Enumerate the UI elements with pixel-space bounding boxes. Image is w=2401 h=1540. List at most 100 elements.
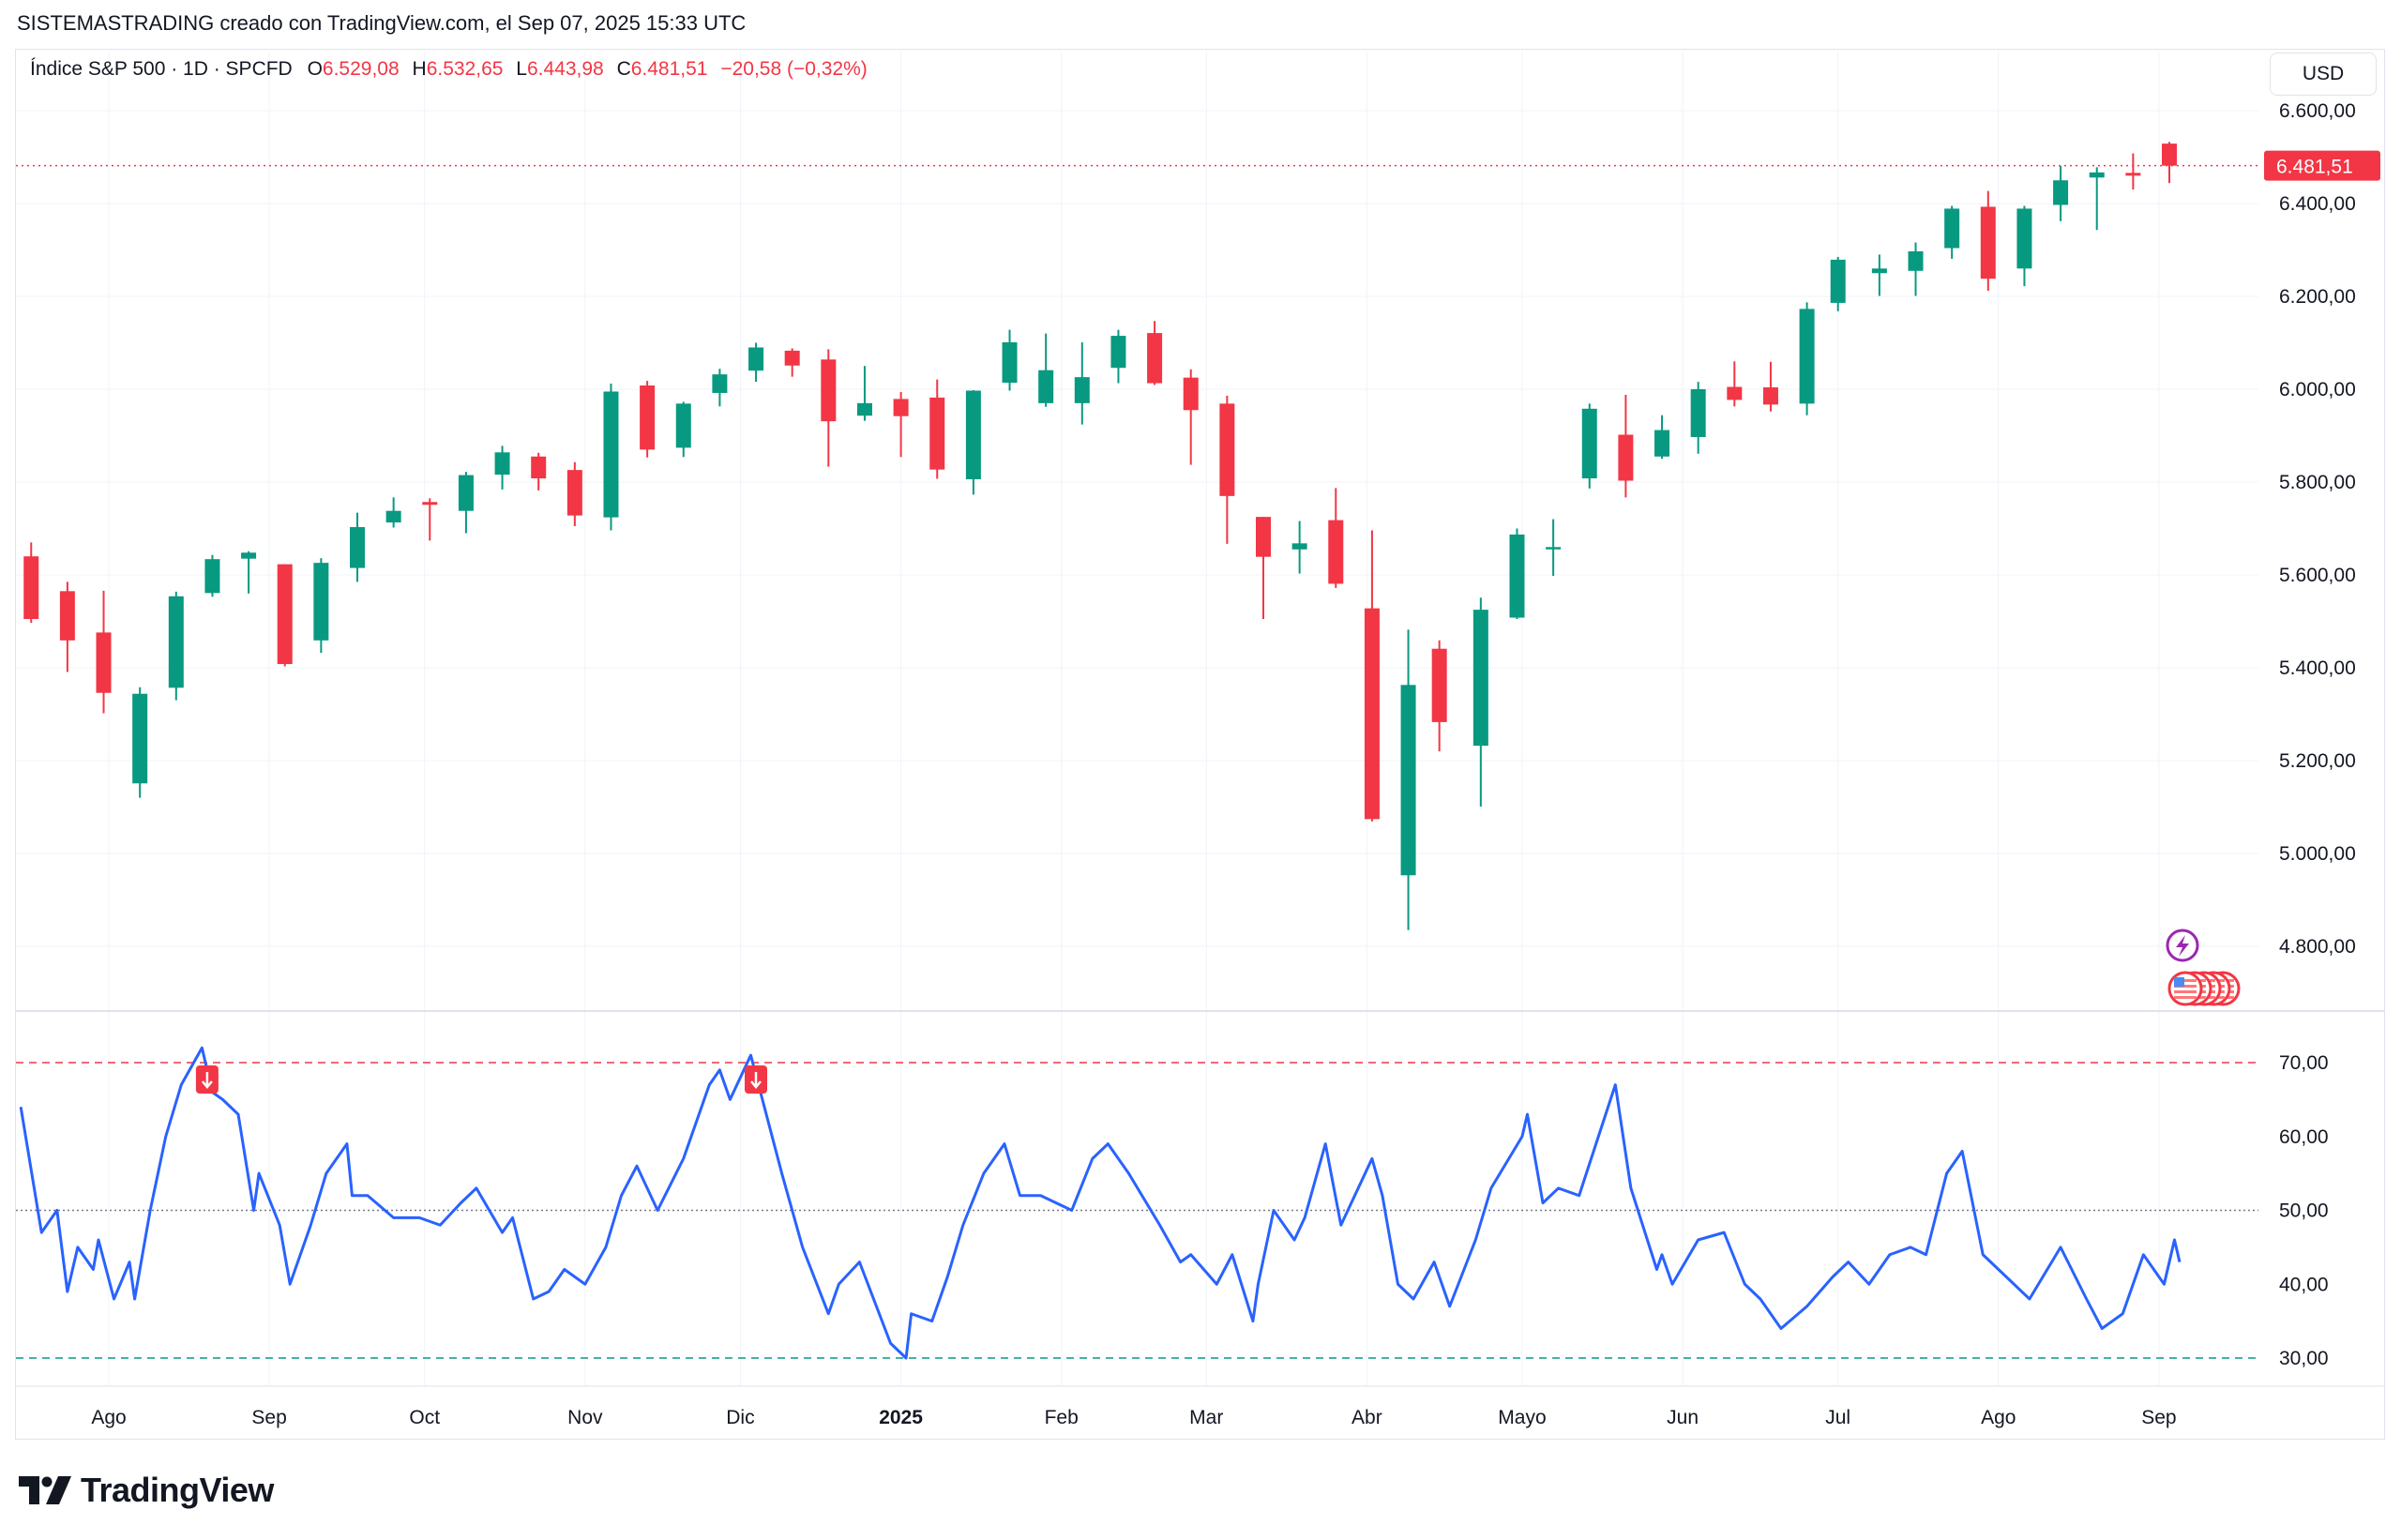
close-label: C <box>616 58 631 80</box>
candle-body <box>2089 172 2105 178</box>
candle-body <box>1074 377 1090 403</box>
candle-body <box>603 391 619 518</box>
candle-body <box>1762 387 1778 405</box>
candle-body <box>1147 333 1163 384</box>
candle-body <box>856 402 872 416</box>
candle-body <box>1472 610 1488 747</box>
high-label: H <box>412 58 427 80</box>
candle-body <box>1110 336 1126 369</box>
close-value: 6.481,51 <box>630 58 708 80</box>
candle-body <box>748 347 764 371</box>
symbol-title[interactable]: Índice S&P 500 · 1D · SPCFD <box>30 58 293 80</box>
candle-body <box>1256 517 1271 557</box>
tradingview-logo-text: TradingView <box>81 1471 274 1509</box>
price-tick-label: 6.200,00 <box>2279 286 2356 308</box>
candle-body <box>1690 389 1706 437</box>
candle-body <box>929 397 945 470</box>
rsi-line <box>19 1046 2182 1360</box>
rsi-series <box>19 1046 2182 1360</box>
price-tick-label: 5.400,00 <box>2279 657 2356 679</box>
us-flag-icon[interactable] <box>2167 971 2203 1006</box>
candle-body <box>1944 208 1960 249</box>
candle-body <box>2053 180 2069 205</box>
candle-body <box>1727 386 1743 400</box>
candle-body <box>132 693 148 784</box>
time-tick-label: 2025 <box>879 1407 923 1428</box>
price-tick-label: 6.000,00 <box>2279 379 2356 400</box>
time-tick-label: Mayo <box>1498 1407 1546 1428</box>
candle-body <box>821 359 837 422</box>
time-tick-label: Mar <box>1189 1407 1223 1428</box>
candle-body <box>1291 543 1307 550</box>
time-tick-label: Dic <box>726 1407 754 1428</box>
price-tick-label: 5.600,00 <box>2279 565 2356 586</box>
time-tick-label: Feb <box>1045 1407 1079 1428</box>
overlay: 6.481,51 <box>16 150 2380 1094</box>
candle-body <box>1581 408 1597 479</box>
candle-body <box>1002 342 1018 384</box>
price-tick-label: 6.400,00 <box>2279 193 2356 215</box>
candle-body <box>1618 434 1634 481</box>
last-price-label: 6.481,51 <box>2276 157 2353 178</box>
time-tick-label: Ago <box>91 1407 126 1428</box>
rsi-tick-label: 40,00 <box>2279 1274 2329 1295</box>
chart-credit: SISTEMASTRADING creado con TradingView.c… <box>17 11 747 35</box>
low-label: L <box>516 58 527 80</box>
axes: 4.800,00 5.000,00 5.200,00 5.400,00 5.600,00… <box>15 100 2385 1428</box>
candle-body <box>1509 534 1525 618</box>
candle-body <box>2016 208 2032 269</box>
candle-body <box>277 564 293 665</box>
time-tick-label: Jun <box>1667 1407 1699 1428</box>
candle-body <box>531 456 547 479</box>
rsi-tick-label: 30,00 <box>2279 1348 2329 1369</box>
candle-body <box>1183 377 1199 411</box>
candle-body <box>1654 430 1670 457</box>
time-tick-label: Sep <box>251 1407 286 1428</box>
candle-body <box>494 452 510 476</box>
time-tick-label: Nov <box>567 1407 603 1428</box>
candle-body <box>712 374 728 393</box>
candle-body <box>1871 268 1887 274</box>
candle-body <box>350 527 365 568</box>
price-tick-label: 5.800,00 <box>2279 472 2356 493</box>
lightning-icon[interactable] <box>2166 929 2199 962</box>
candle-body <box>1980 206 1996 279</box>
low-value: 6.443,98 <box>526 58 604 80</box>
candle-body <box>204 559 220 594</box>
rsi-tick-label: 50,00 <box>2279 1200 2329 1222</box>
candle-body <box>566 470 582 516</box>
down-arrow-signal-icon[interactable] <box>745 1065 767 1094</box>
candle-body <box>1546 547 1562 550</box>
candle-body <box>1830 259 1846 303</box>
candle-body <box>458 475 474 511</box>
price-tick-label: 5.000,00 <box>2279 843 2356 865</box>
flag-stripe <box>2174 996 2197 999</box>
time-tick-label: Ago <box>1981 1407 2016 1428</box>
signal-arrow <box>201 1072 213 1089</box>
flag-canton <box>2174 977 2184 987</box>
candle-body <box>1799 309 1815 404</box>
last-price-tag <box>2264 150 2380 181</box>
candle-body <box>96 632 112 693</box>
rsi-tick-label: 60,00 <box>2279 1126 2329 1148</box>
candle-body <box>1431 648 1447 722</box>
candle-body <box>313 563 329 641</box>
candle-body <box>1400 685 1416 876</box>
high-value: 6.532,65 <box>426 58 504 80</box>
candle-body <box>1038 370 1054 403</box>
price-tick-label: 4.800,00 <box>2279 936 2356 958</box>
change-value: −20,58 (−0,32%) <box>720 58 868 80</box>
down-arrow-signal-icon[interactable] <box>195 1065 219 1094</box>
open-label: O <box>307 58 323 80</box>
candle-body <box>2125 173 2141 176</box>
candle-body <box>1364 608 1380 820</box>
tradingview-logo[interactable]: TradingView <box>19 1471 274 1510</box>
currency-button[interactable]: USD <box>2270 53 2377 96</box>
chart-frame <box>15 49 2385 1440</box>
signal-arrow <box>750 1072 762 1089</box>
flag-stripe <box>2174 985 2197 988</box>
flag-stripe <box>2174 979 2197 982</box>
candle-body <box>422 502 438 506</box>
rsi-tick-label: 70,00 <box>2279 1052 2329 1074</box>
